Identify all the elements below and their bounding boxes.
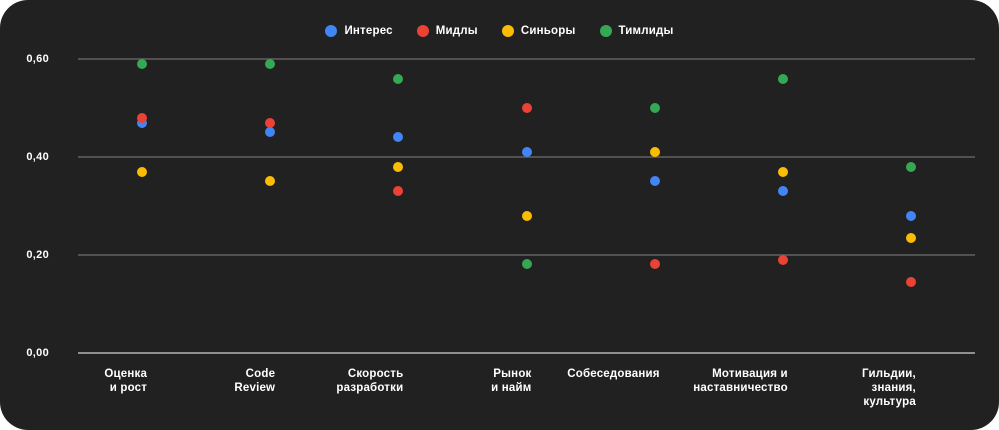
y-axis-label: 0,40	[26, 150, 49, 163]
data-point[interactable]	[265, 176, 276, 187]
legend-label: Интерес	[344, 25, 393, 37]
data-point[interactable]	[649, 176, 660, 187]
data-point[interactable]	[137, 166, 148, 177]
x-axis-label-line: Оценка	[104, 368, 148, 380]
data-point[interactable]	[393, 186, 404, 197]
data-point[interactable]	[521, 259, 532, 270]
x-axis-label: Рынок и найм	[491, 367, 531, 395]
data-point[interactable]	[265, 127, 276, 138]
data-point[interactable]	[649, 146, 660, 157]
x-axis-line	[78, 351, 975, 354]
data-point[interactable]	[777, 186, 788, 197]
data-point[interactable]	[521, 210, 532, 221]
x-axis-label-line: Собеседования	[567, 368, 660, 380]
x-axis-label-line: разработки	[336, 382, 404, 394]
data-point[interactable]	[905, 232, 916, 243]
x-axis-label-line: Мотивация и	[712, 368, 788, 380]
x-axis-label-line: Review	[234, 382, 276, 394]
gridline	[78, 58, 975, 60]
y-axis-label: 0,20	[26, 248, 49, 261]
data-point[interactable]	[905, 210, 916, 221]
x-axis-label: Собеседования	[567, 367, 659, 381]
y-axis-label: 0,00	[26, 346, 49, 359]
data-point[interactable]	[137, 58, 148, 69]
x-axis-label-line: и найм	[491, 382, 532, 394]
data-point[interactable]	[137, 112, 148, 123]
legend-item-2[interactable]: Синьоры	[501, 25, 576, 37]
x-axis-label-line: культура	[863, 396, 916, 408]
gridline	[78, 253, 975, 256]
data-point[interactable]	[393, 73, 404, 84]
data-point[interactable]	[905, 276, 916, 287]
x-axis-label-line: Code	[245, 368, 276, 380]
data-point[interactable]	[265, 117, 276, 128]
data-point[interactable]	[777, 166, 788, 177]
x-axis-label: Скорость разработки	[336, 367, 403, 395]
x-axis-label: Гильдии, знания, культура	[862, 367, 916, 409]
x-axis-label: Code Review	[234, 367, 275, 395]
x-axis-label-line: Гильдии,	[862, 368, 916, 380]
data-point[interactable]	[649, 102, 660, 113]
legend-item-1[interactable]: Мидлы	[416, 25, 478, 37]
data-point[interactable]	[649, 259, 660, 270]
x-axis-label-line: наставничество	[693, 382, 788, 394]
data-point[interactable]	[393, 132, 404, 143]
legend-label: Мидлы	[435, 25, 478, 37]
legend-dot-icon	[599, 25, 612, 37]
legend-item-0[interactable]: Интерес	[325, 25, 393, 37]
legend: Интерес Мидлы Синьоры Тимлиды	[0, 24, 999, 38]
y-axis-label: 0,60	[26, 53, 49, 65]
data-point[interactable]	[521, 102, 532, 113]
x-axis-label-line: Скорость	[347, 368, 404, 380]
legend-label: Тимлиды	[618, 25, 674, 37]
legend-dot-icon	[501, 25, 514, 37]
x-axis-label: Мотивация и наставничество	[693, 367, 788, 395]
data-point[interactable]	[393, 161, 404, 172]
data-point[interactable]	[777, 73, 788, 84]
x-axis-label-line: знания,	[871, 382, 916, 394]
legend-label: Синьоры	[520, 25, 576, 37]
legend-dot-icon	[416, 25, 429, 37]
legend-dot-icon	[325, 25, 338, 37]
legend-item-3[interactable]: Тимлиды	[599, 25, 674, 37]
x-axis-label-line: Рынок	[493, 368, 532, 380]
data-point[interactable]	[521, 146, 532, 157]
x-axis-label: Оценка и рост	[104, 367, 147, 395]
data-point[interactable]	[265, 58, 276, 69]
x-axis-label-line: и рост	[109, 382, 148, 394]
data-point[interactable]	[777, 254, 788, 265]
data-point[interactable]	[905, 161, 916, 172]
